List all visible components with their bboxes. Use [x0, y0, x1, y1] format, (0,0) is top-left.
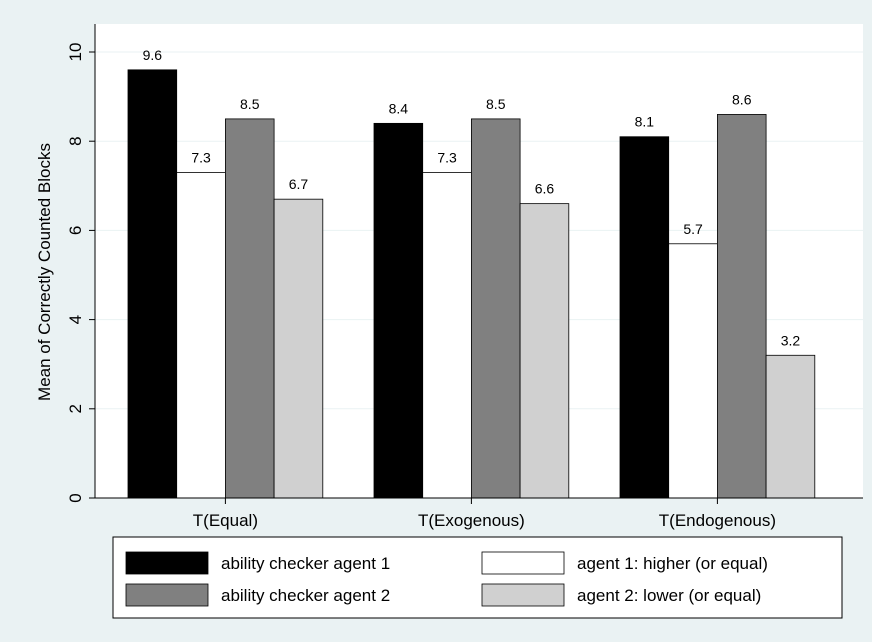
- bar: [619, 136, 670, 499]
- legend-swatch: [481, 583, 565, 607]
- bar: [765, 354, 816, 499]
- legend: ability checker agent 1 agent 1: higher (…: [112, 536, 843, 619]
- y-tick-label: 4: [66, 315, 85, 324]
- bar-value-label: 6.7: [289, 176, 309, 192]
- bar-value-label: 8.5: [486, 96, 506, 112]
- bar-value-label: 8.5: [240, 96, 260, 112]
- x-tick-label: T(Exogenous): [418, 511, 525, 530]
- legend-swatch: [481, 551, 565, 575]
- bars: [127, 69, 816, 499]
- bar-value-label: 3.2: [781, 332, 801, 348]
- y-tick-label: 10: [66, 43, 85, 62]
- bar: [273, 198, 324, 499]
- legend-label: agent 1: higher (or equal): [577, 554, 768, 573]
- bar: [668, 243, 718, 499]
- x-tick-label: T(Equal): [193, 511, 258, 530]
- legend-label: ability checker agent 1: [221, 554, 390, 573]
- y-tick-label: 6: [66, 226, 85, 235]
- y-tick-label: 8: [66, 136, 85, 145]
- bar-value-label: 8.1: [635, 114, 655, 130]
- bar: [373, 122, 424, 499]
- legend-swatch: [125, 583, 209, 607]
- legend-label: ability checker agent 2: [221, 586, 390, 605]
- bar: [717, 114, 767, 499]
- bar: [422, 172, 472, 499]
- y-tick-label: 0: [66, 493, 85, 502]
- bar-value-label: 9.6: [143, 47, 163, 63]
- bar-value-label: 8.6: [732, 91, 752, 107]
- bar: [127, 69, 178, 499]
- y-tick-label: 2: [66, 404, 85, 413]
- x-axis: T(Equal) T(Exogenous) T(Endogenous): [95, 497, 863, 530]
- bar-value-label: 8.4: [389, 100, 409, 116]
- legend-box: [112, 536, 843, 619]
- legend-label: agent 2: lower (or equal): [577, 586, 761, 605]
- legend-swatch: [125, 551, 209, 575]
- bar: [519, 203, 570, 499]
- x-tick-label: T(Endogenous): [659, 511, 776, 530]
- bar-value-label: 6.6: [535, 181, 555, 197]
- bar-value-label: 5.7: [683, 221, 703, 237]
- y-axis-title: Mean of Correctly Counted Blocks: [35, 143, 54, 401]
- y-axis: 0 2 4 6 8 10: [66, 24, 96, 503]
- bar: [224, 118, 275, 499]
- bar: [176, 172, 226, 499]
- data-labels: 9.6 7.3 8.5 6.7 8.4 7.3 8.5 6.6 8.1 5.7 8.6 3.2: [143, 47, 801, 348]
- bar-value-label: 7.3: [191, 149, 211, 165]
- bar: [470, 118, 521, 499]
- bar-value-label: 7.3: [437, 149, 457, 165]
